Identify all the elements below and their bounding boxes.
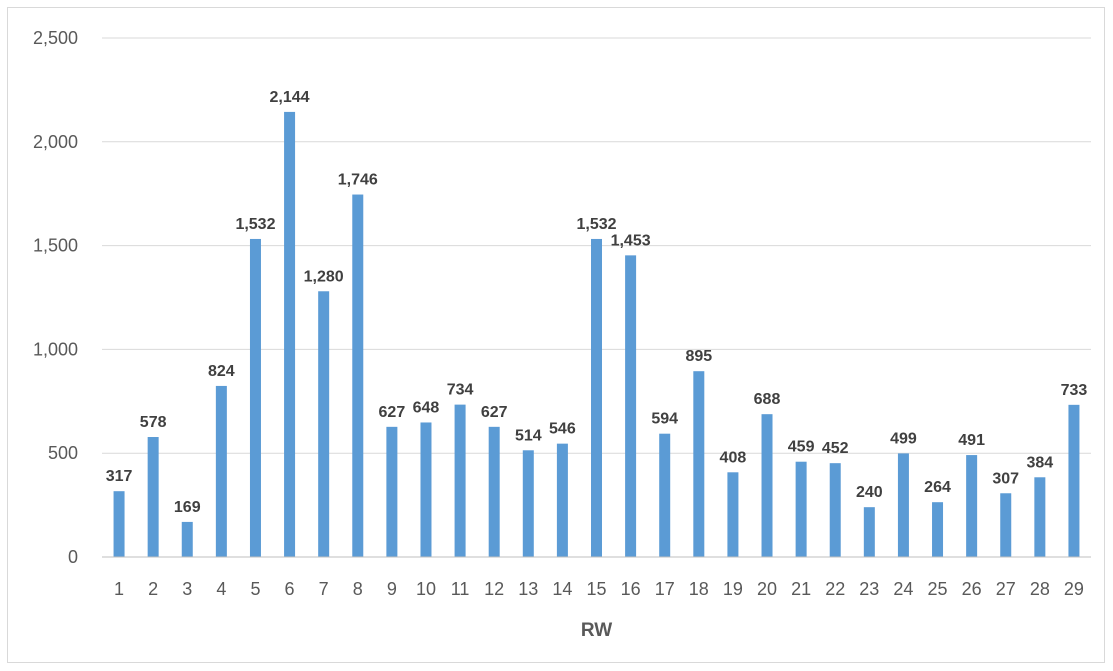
bars (113, 111, 1080, 558)
x-tick-label: 17 (655, 579, 675, 599)
data-label: 546 (549, 421, 576, 438)
data-label: 499 (890, 430, 917, 447)
bar (1034, 477, 1046, 557)
bar (591, 238, 602, 558)
data-label: 169 (174, 499, 201, 516)
y-tick-label: 500 (48, 443, 78, 463)
bar (1068, 404, 1080, 557)
x-tick-label: 26 (962, 579, 982, 599)
bar (181, 521, 193, 557)
x-tick-label: 14 (552, 579, 572, 599)
bar (897, 453, 909, 557)
data-label: 240 (856, 484, 883, 501)
x-tick-label: 25 (928, 579, 948, 599)
data-label: 514 (515, 427, 542, 444)
bar (488, 426, 500, 557)
bar (1000, 493, 1012, 557)
data-label: 648 (413, 399, 440, 416)
x-tick-label: 10 (416, 579, 436, 599)
data-labels: 317 578 169 824 1,532 2,144 1,280 1,746 627 648 73… (106, 89, 1088, 516)
x-tick-label: 20 (757, 579, 777, 599)
x-tick-label: 8 (353, 579, 363, 599)
y-tick-label: 2,500 (33, 28, 78, 48)
x-tick-label: 6 (285, 579, 295, 599)
x-tick-label: 1 (114, 579, 124, 599)
data-label: 1,746 (338, 172, 378, 189)
data-label: 2,144 (270, 89, 310, 106)
x-tick-label: 12 (484, 579, 504, 599)
x-tick-label: 24 (893, 579, 913, 599)
x-tick-label: 5 (250, 579, 260, 599)
x-tick-label: 3 (182, 579, 192, 599)
x-tick-label: 11 (451, 579, 470, 599)
data-label: 627 (379, 404, 406, 421)
data-label: 824 (208, 363, 235, 380)
x-tick-label: 9 (387, 579, 397, 599)
bar (829, 463, 841, 557)
x-axis-ticks: 1 2 3 4 5 6 7 8 9 10 11 12 13 14 15 16 17 18 19 20 21 22 23 24 2… (114, 579, 1084, 599)
y-tick-label: 1,000 (33, 339, 78, 359)
x-tick-label: 2 (148, 579, 158, 599)
bar (693, 371, 705, 557)
x-tick-label: 22 (825, 579, 845, 599)
x-tick-label: 19 (723, 579, 743, 599)
x-tick-label: 16 (621, 579, 641, 599)
data-label: 578 (140, 414, 167, 431)
bar (454, 404, 466, 557)
bar (795, 461, 807, 557)
data-label: 627 (481, 404, 508, 421)
bar (932, 502, 944, 557)
x-axis-title: RW (581, 620, 612, 641)
data-label: 733 (1061, 382, 1088, 399)
data-label: 594 (651, 411, 678, 428)
bar (659, 433, 671, 557)
data-label: 408 (720, 449, 747, 466)
bar (522, 450, 534, 557)
bar (284, 111, 296, 557)
data-label: 317 (106, 468, 133, 485)
data-label: 452 (822, 440, 849, 457)
bar (386, 426, 398, 557)
x-tick-label: 7 (319, 579, 329, 599)
bar (863, 507, 875, 557)
y-tick-label: 2,000 (33, 132, 78, 152)
data-label: 459 (788, 439, 815, 456)
data-label: 1,532 (576, 216, 616, 233)
data-label: 1,453 (611, 232, 651, 249)
x-tick-label: 27 (996, 579, 1016, 599)
x-tick-label: 4 (216, 579, 226, 599)
bar (249, 238, 261, 558)
data-label: 734 (447, 382, 474, 399)
bar (625, 255, 637, 558)
bar (420, 422, 432, 557)
bar (761, 414, 773, 557)
y-axis-ticks: 0 500 1,000 1,500 2,000 2,500 (33, 28, 78, 567)
data-label: 491 (958, 432, 985, 449)
bar (113, 491, 125, 557)
data-label: 688 (754, 391, 781, 408)
data-label: 264 (924, 479, 951, 496)
bar (727, 472, 739, 557)
x-tick-label: 28 (1030, 579, 1050, 599)
x-tick-label: 18 (689, 579, 709, 599)
bar (318, 291, 330, 557)
y-tick-label: 0 (68, 547, 78, 567)
x-tick-label: 29 (1064, 579, 1084, 599)
bar (966, 455, 978, 557)
y-tick-label: 1,500 (33, 236, 78, 256)
x-tick-label: 21 (791, 579, 811, 599)
data-label: 1,280 (304, 268, 344, 285)
x-tick-label: 15 (586, 579, 606, 599)
x-tick-label: 23 (859, 579, 879, 599)
data-label: 307 (992, 470, 1019, 487)
data-label: 895 (685, 348, 712, 365)
x-tick-label: 13 (518, 579, 538, 599)
bar (215, 385, 227, 557)
bar (352, 194, 364, 557)
data-label: 384 (1026, 454, 1053, 471)
bar (147, 437, 159, 557)
bar (556, 443, 568, 557)
data-label: 1,532 (235, 216, 275, 233)
